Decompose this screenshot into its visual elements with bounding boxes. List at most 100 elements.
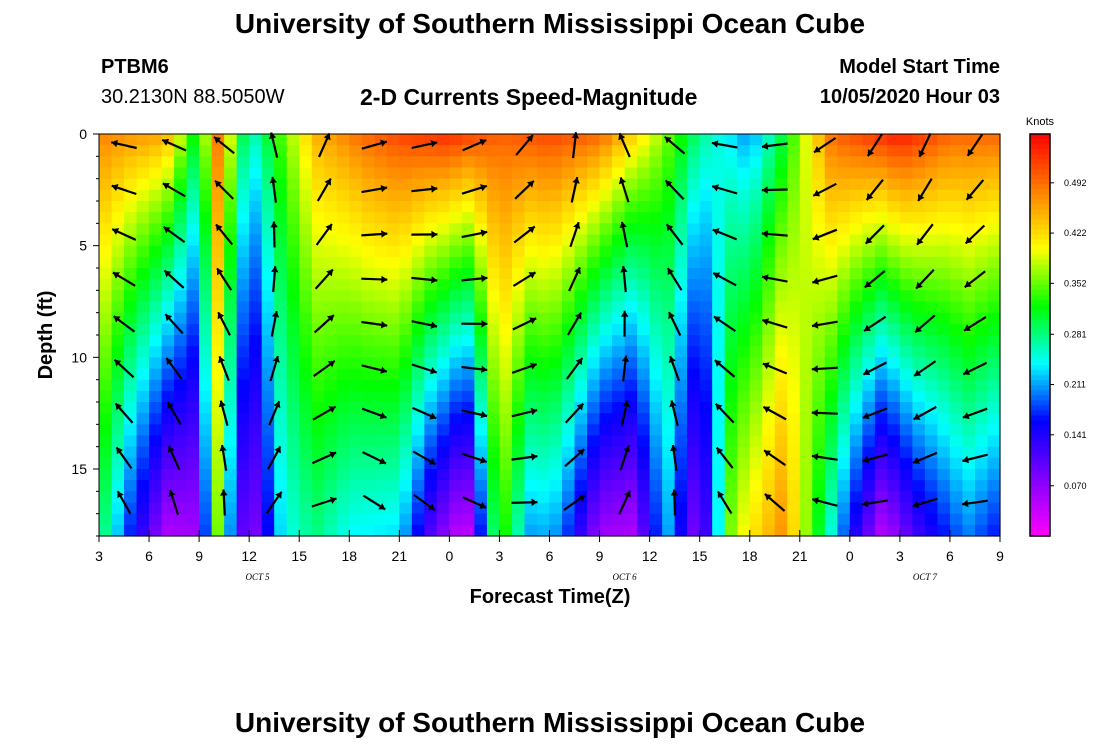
heatmap-cell	[299, 435, 313, 448]
heatmap-cell	[261, 368, 275, 381]
heatmap-cell	[236, 301, 250, 314]
heatmap-cell	[837, 312, 851, 325]
heatmap-cell	[862, 301, 876, 314]
heatmap-cell	[912, 223, 926, 236]
heatmap-cell	[449, 323, 463, 336]
heatmap-cell	[687, 491, 701, 504]
heatmap-cell	[737, 524, 751, 537]
heatmap-cell	[461, 156, 476, 169]
heatmap-cell	[599, 390, 613, 403]
heatmap-cell	[774, 457, 788, 470]
heatmap-cell	[862, 223, 876, 236]
heatmap-cell	[124, 491, 138, 504]
heatmap-cell	[737, 402, 751, 414]
heatmap-cell	[949, 189, 964, 202]
heatmap-cell	[311, 234, 325, 247]
heatmap-cell	[737, 178, 751, 191]
arrow-head	[481, 320, 488, 328]
arrow-head	[428, 458, 436, 465]
heatmap-cell	[724, 457, 738, 470]
heatmap-cell	[974, 379, 989, 392]
heatmap-cell	[111, 457, 125, 470]
current-arrow	[311, 496, 337, 508]
heatmap-cell	[762, 524, 776, 537]
heatmap-cell	[987, 145, 1001, 157]
heatmap-cell	[899, 189, 913, 202]
heatmap-cell	[987, 469, 1001, 481]
heatmap-cell	[99, 524, 113, 537]
heatmap-cell	[662, 323, 676, 336]
heatmap-cell	[549, 424, 563, 437]
heatmap-cell	[724, 212, 738, 224]
heatmap-cell	[562, 335, 576, 347]
current-arrow	[812, 182, 837, 197]
heatmap-cell	[587, 513, 601, 526]
heatmap-cell	[624, 435, 638, 448]
heatmap-cell	[399, 145, 413, 157]
heatmap-cell	[962, 402, 976, 414]
heatmap-cell	[399, 323, 413, 336]
heatmap-cell	[637, 390, 651, 403]
heatmap-cell	[149, 134, 163, 146]
heatmap-cell	[186, 234, 200, 247]
current-arrow	[511, 498, 538, 506]
heatmap-cell	[124, 189, 138, 202]
heatmap-cell	[236, 134, 250, 146]
heatmap-cell	[649, 513, 663, 526]
heatmap-cell	[461, 256, 476, 269]
heatmap-cell	[261, 189, 275, 202]
heatmap-cell	[762, 290, 776, 303]
heatmap-cell	[974, 256, 989, 269]
heatmap-cell	[149, 189, 163, 202]
heatmap-cell	[299, 480, 313, 492]
heatmap-cell	[787, 513, 801, 526]
heatmap-cell	[974, 189, 989, 202]
heatmap-cell	[624, 513, 638, 526]
heatmap-cell	[474, 346, 488, 358]
heatmap-cell	[511, 446, 526, 459]
heatmap-cell	[674, 323, 688, 336]
heatmap-cell	[411, 268, 425, 280]
heatmap-cell	[799, 234, 813, 247]
heatmap-cell	[549, 256, 563, 269]
heatmap-cell	[574, 156, 588, 169]
heatmap-cell	[411, 480, 425, 492]
current-arrow	[619, 445, 631, 471]
heatmap-cell	[912, 446, 926, 459]
heatmap-cell	[199, 357, 213, 370]
arrow-head	[162, 138, 170, 146]
heatmap-cell	[274, 457, 288, 470]
heatmap-cell	[887, 156, 901, 169]
heatmap-cell	[987, 223, 1001, 236]
heatmap-cell	[574, 223, 588, 236]
heatmap-cell	[274, 156, 288, 169]
heatmap-cell	[399, 379, 413, 392]
heatmap-cell	[674, 178, 688, 191]
colorbar-cell	[1030, 420, 1050, 427]
heatmap-cell	[161, 212, 175, 224]
heatmap-cell	[461, 413, 476, 425]
heatmap-cell	[899, 524, 913, 537]
heatmap-cell	[974, 446, 989, 459]
heatmap-cell	[124, 268, 138, 280]
heatmap-cell	[436, 435, 450, 448]
heatmap-cell	[712, 156, 726, 169]
heatmap-cell	[749, 323, 763, 336]
heatmap-cell	[812, 524, 826, 537]
heatmap-cell	[949, 167, 964, 180]
heatmap-cell	[499, 390, 513, 403]
heatmap-cell	[987, 245, 1001, 258]
heatmap-cell	[874, 189, 888, 202]
heatmap-cell	[837, 323, 851, 336]
heatmap-cell	[574, 524, 588, 537]
heatmap-cell	[549, 201, 563, 213]
heatmap-cell	[249, 335, 263, 347]
heatmap-cell	[987, 457, 1001, 470]
heatmap-cell	[599, 435, 613, 448]
heatmap-cell	[687, 513, 701, 526]
heatmap-cell	[924, 279, 939, 291]
heatmap-cell	[386, 178, 400, 191]
heatmap-cell	[536, 290, 551, 303]
heatmap-cell	[562, 402, 576, 414]
heatmap-cell	[924, 245, 939, 258]
